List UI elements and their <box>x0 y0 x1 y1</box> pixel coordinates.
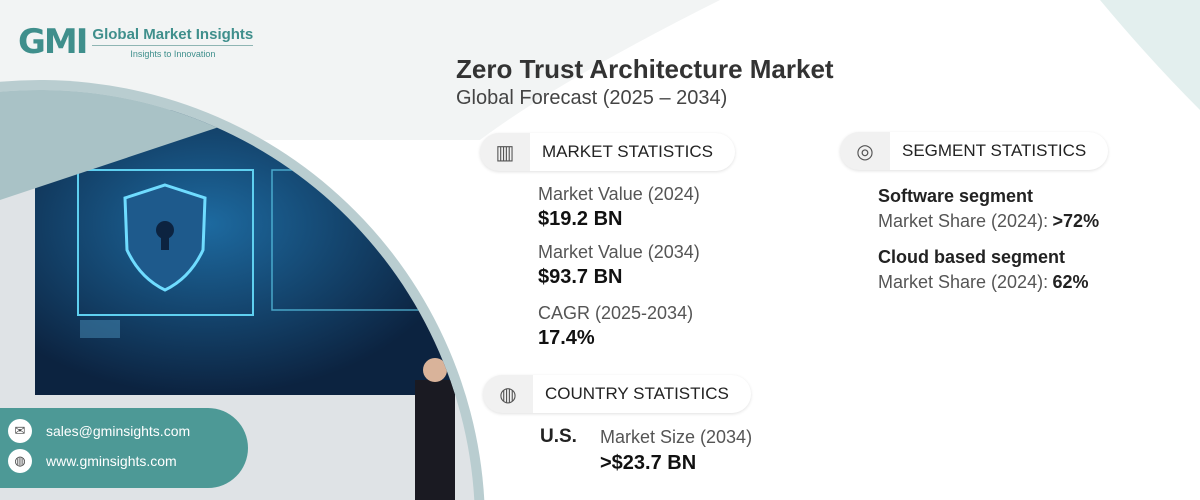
segment-name: Software segment <box>878 186 1034 206</box>
market-stats-list: Market Value (2024) $19.2 BN Market Valu… <box>538 182 700 351</box>
stat-value: 17.4% <box>538 327 595 349</box>
globe-icon: ◍ <box>499 383 517 406</box>
stat-label: Market Share (2024): <box>878 211 1049 231</box>
country-name: U.S. <box>540 426 577 447</box>
stat-value: >$23.7 BN <box>600 452 697 474</box>
section-label: MARKET STATISTICS <box>530 133 735 171</box>
stat-value: 62% <box>1052 272 1089 292</box>
section-label: SEGMENT STATISTICS <box>890 132 1109 170</box>
logo-mark: GMI <box>18 22 88 62</box>
country-stat: Market Size (2034) >$23.7 BN <box>600 424 752 476</box>
segment-name: Cloud based segment <box>878 247 1066 267</box>
stat-label: Market Value (2024) <box>538 184 700 204</box>
section-label: COUNTRY STATISTICS <box>533 375 751 413</box>
gmi-logo: GMI Global Market Insights Insights to I… <box>18 22 254 62</box>
stat-label: CAGR (2025-2034) <box>538 303 694 323</box>
segment-statistics-header: ◎ SEGMENT STATISTICS <box>840 132 1109 170</box>
target-chart-icon: ◎ <box>856 140 874 163</box>
stat-value: >72% <box>1052 211 1100 231</box>
stat-label: Market Size (2034) <box>600 427 753 447</box>
email-link[interactable]: sales@gminsights.com <box>46 423 191 439</box>
page-title: Zero Trust Architecture Market <box>456 54 834 84</box>
stat-label: Market Value (2034) <box>538 242 700 262</box>
presenter <box>415 380 455 500</box>
market-statistics-header: ▥ MARKET STATISTICS <box>480 133 735 171</box>
stat-value: $19.2 BN <box>538 208 623 230</box>
logo-name: Global Market Insights <box>92 26 254 46</box>
website-link[interactable]: www.gminsights.com <box>46 453 177 469</box>
stat-value: $93.7 BN <box>538 266 623 288</box>
country-statistics-header: ◍ COUNTRY STATISTICS <box>483 375 751 413</box>
chart-globe-icon: ▥ <box>495 141 515 164</box>
contact-panel: ✉ sales@gminsights.com ◍ www.gminsights.co… <box>0 408 248 488</box>
mail-icon: ✉ <box>8 419 32 443</box>
stat-label: Market Share (2024): <box>878 272 1049 292</box>
page-subtitle: Global Forecast (2025 – 2034) <box>456 87 728 109</box>
logo-tagline: Insights to Innovation <box>130 48 216 59</box>
globe-icon: ◍ <box>8 449 32 473</box>
segment-stats-list: Software segment Market Share (2024): >7… <box>878 184 1099 296</box>
